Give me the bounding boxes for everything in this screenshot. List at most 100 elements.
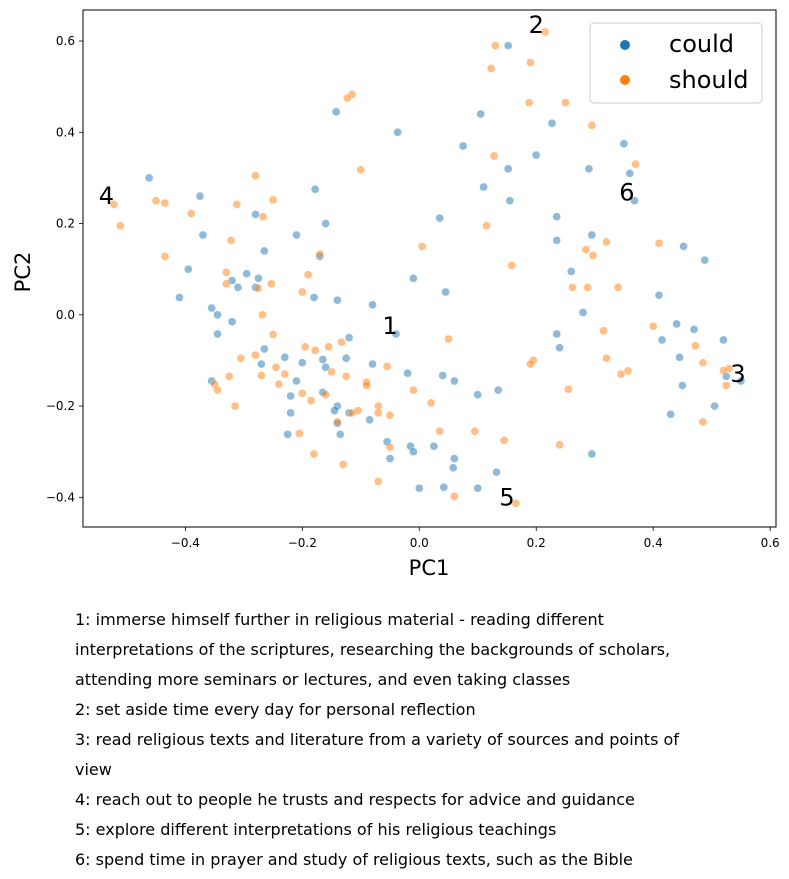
point-could	[503, 164, 513, 174]
point-should	[280, 369, 290, 379]
point-could	[213, 310, 222, 320]
point-could	[476, 109, 485, 119]
point-could	[439, 483, 449, 492]
y-axis-ticks: −0.4 −0.2 0.0 0.2 0.4 0.6	[46, 34, 83, 504]
x-axis-ticks: −0.4 −0.2 0.0 0.2 0.4 0.6	[171, 527, 780, 550]
point-should	[385, 410, 395, 420]
point-could	[587, 230, 597, 240]
point-should	[599, 326, 608, 336]
point-could	[280, 353, 290, 362]
caption-line: 2: set aside time every day for personal…	[75, 700, 476, 719]
y-tick-label: 0.6	[56, 34, 75, 48]
plot-frame	[82, 9, 777, 528]
point-could	[333, 295, 342, 305]
point-could	[260, 344, 269, 354]
point-should	[315, 249, 325, 259]
point-could	[175, 293, 184, 302]
point-should	[258, 310, 267, 320]
point-should	[486, 64, 496, 73]
point-could	[479, 182, 488, 192]
point-should	[382, 362, 392, 371]
point-could	[257, 359, 266, 369]
y-tick-label: 0.0	[56, 308, 75, 322]
point-should	[588, 251, 598, 260]
point-should	[698, 417, 708, 427]
point-could	[254, 274, 263, 283]
point-could	[283, 430, 292, 439]
point-could	[719, 335, 728, 345]
scatter-chart: −0.4 −0.2 0.0 0.2 0.4 0.6 −0.4 −0.2 0.0 0.2 0.4 0.…	[11, 9, 780, 580]
caption-line: 5: explore different interpretations of …	[75, 820, 557, 839]
point-could	[403, 368, 412, 378]
point-could	[441, 287, 450, 297]
legend-label-should: should	[669, 66, 749, 94]
point-could	[450, 376, 459, 386]
point-could	[292, 376, 301, 386]
point-should	[417, 242, 427, 251]
point-should	[251, 350, 260, 360]
point-should	[526, 359, 535, 369]
point-could	[184, 264, 193, 274]
point-could	[675, 353, 684, 362]
x-tick-label: 0.6	[761, 536, 780, 550]
point-could	[503, 41, 513, 50]
point-could	[552, 329, 561, 339]
point-could	[330, 406, 339, 415]
point-should	[274, 379, 284, 389]
point-should	[426, 398, 436, 408]
point-should	[470, 426, 480, 436]
x-tick-label: 0.4	[644, 536, 663, 550]
point-should	[333, 417, 342, 427]
point-could	[531, 150, 541, 160]
legend-marker-could	[620, 40, 630, 50]
point-could	[552, 212, 561, 221]
point-should	[631, 159, 640, 169]
point-could	[368, 359, 377, 369]
point-could	[448, 463, 458, 472]
point-should	[343, 93, 352, 103]
point-should	[300, 342, 310, 352]
annotations-layer: 1 2 3 4 5 6	[99, 11, 746, 511]
annotation-label: 2	[529, 11, 544, 39]
point-should	[722, 381, 731, 390]
point-could	[251, 210, 260, 219]
point-should	[561, 98, 570, 107]
point-could	[310, 185, 320, 194]
point-should	[306, 396, 316, 405]
point-should	[337, 337, 346, 347]
point-could	[666, 410, 675, 419]
point-could	[144, 173, 154, 183]
point-could	[657, 335, 667, 345]
point-could	[584, 164, 594, 174]
point-should	[254, 284, 263, 293]
point-could	[227, 317, 237, 326]
point-should	[224, 372, 234, 381]
caption-line: 4: reach out to people he trusts and res…	[75, 790, 635, 809]
point-should	[691, 341, 700, 351]
point-should	[309, 449, 319, 459]
point-could	[438, 371, 447, 380]
point-could	[678, 381, 687, 390]
point-should	[583, 283, 592, 292]
point-should	[540, 27, 550, 37]
caption-line: attending more seminars or lectures, and…	[75, 670, 571, 689]
point-should	[268, 195, 278, 205]
point-should	[222, 268, 231, 277]
caption-line: interpretations of the scriptures, resea…	[75, 640, 671, 659]
y-tick-label: −0.2	[46, 399, 75, 413]
point-could	[736, 376, 746, 386]
point-could	[672, 319, 681, 329]
point-should	[491, 41, 500, 50]
point-could	[689, 325, 699, 334]
point-could	[547, 118, 557, 128]
point-could	[298, 358, 307, 367]
point-could	[473, 483, 482, 493]
point-could	[552, 236, 561, 245]
y-tick-label: −0.4	[46, 490, 75, 504]
x-tick-label: 0.2	[527, 536, 546, 550]
point-should	[435, 426, 444, 436]
point-should	[654, 238, 664, 248]
legend-label-could: could	[669, 30, 734, 58]
point-should	[602, 353, 611, 363]
point-should	[581, 245, 591, 254]
